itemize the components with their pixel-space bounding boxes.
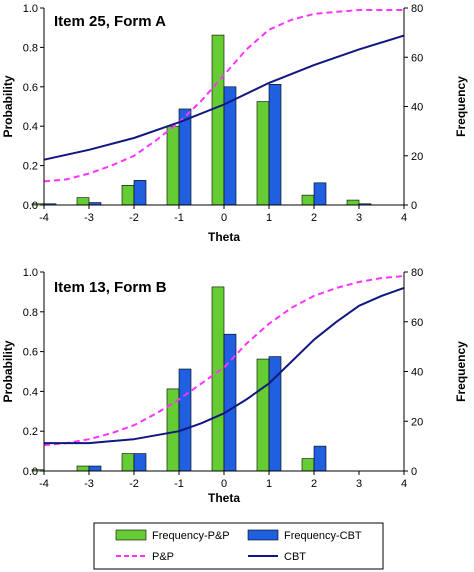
- y-tick-label-right: 40: [411, 367, 423, 379]
- bar-freq-cbt: [313, 182, 327, 206]
- line-pp: [43, 275, 405, 447]
- x-tick-label: -3: [84, 212, 94, 224]
- y-tick-label-left: 0.2: [23, 161, 38, 173]
- y-tick-label-left: 1.0: [23, 3, 38, 15]
- y-tick-label-left: 0.2: [23, 426, 38, 438]
- line-cbt: [44, 286, 405, 445]
- x-tick-label: 2: [311, 478, 317, 490]
- x-tick-label: -1: [174, 212, 184, 224]
- line-cbt: [43, 34, 405, 161]
- y-tick-label-right: 20: [411, 151, 423, 163]
- y-tick-label-left: 1.0: [23, 267, 38, 279]
- bar-freq-pp: [301, 194, 315, 206]
- chart-title: Item 25, Form A: [54, 13, 166, 30]
- y-tick-label-right: 80: [411, 3, 423, 15]
- y-tick-label-left: 0.8: [23, 307, 38, 319]
- x-tick-label: 0: [221, 478, 227, 490]
- x-tick-label: 1: [266, 212, 272, 224]
- x-tick-label: 4: [401, 478, 407, 490]
- bar-freq-pp: [346, 199, 360, 206]
- legend-label-freq-cbt: Frequency-CBT: [284, 530, 362, 542]
- bar-freq-pp: [166, 125, 180, 206]
- chart-panel-item25: Theta Probability Frequency -4 -3 -2 -1 0 1 2 3…: [1, 3, 468, 244]
- x-tick-label: 0: [221, 212, 227, 224]
- x-tick-label: 3: [356, 212, 362, 224]
- x-tick-label: 3: [356, 478, 362, 490]
- bar-freq-cbt: [178, 368, 192, 472]
- y-tick-label-left: 0.4: [23, 386, 38, 398]
- legend-swatch-freq-pp: [115, 529, 147, 541]
- bar-freq-pp: [256, 358, 270, 472]
- y-tick-label-right: 60: [411, 317, 423, 329]
- x-tick-label: -2: [129, 478, 139, 490]
- x-tick-label: -4: [39, 212, 49, 224]
- bar-freq-cbt: [268, 84, 282, 206]
- y-tick-label-right: 40: [411, 102, 423, 114]
- bar-freq-pp: [256, 101, 270, 206]
- y-tick-label-left: 0.6: [23, 347, 38, 359]
- y-axis-label-right: Frequency: [454, 341, 468, 402]
- y-axis-label-left: Probability: [1, 340, 15, 402]
- x-axis-label: Theta: [208, 230, 240, 244]
- legend: Frequency-P&P Frequency-CBT P&P CBT: [93, 522, 384, 570]
- x-tick-label: -4: [39, 478, 49, 490]
- y-tick-label-left: 0.0: [23, 466, 38, 478]
- y-tick-label-left: 0.0: [23, 200, 38, 212]
- line-pp: [43, 9, 404, 183]
- bar-freq-pp: [121, 185, 135, 206]
- chart-panel-item13: Theta Probability Frequency -4 -3 -2 -1 0 1 2 3…: [1, 267, 468, 505]
- bar-freq-cbt: [133, 453, 147, 472]
- bar-freq-cbt: [88, 465, 102, 472]
- bar-freq-pp: [76, 465, 90, 472]
- x-tick-label: -1: [174, 478, 184, 490]
- y-tick-label-right: 20: [411, 416, 423, 428]
- y-axis-label-left: Probability: [1, 75, 15, 137]
- y-tick-label-right: 0: [411, 200, 417, 212]
- chart-title: Item 13, Form B: [54, 279, 167, 296]
- y-tick-label-left: 0.6: [23, 82, 38, 94]
- legend-label-pp: P&P: [152, 551, 174, 563]
- bar-freq-pp: [301, 458, 315, 472]
- y-tick-label-left: 0.4: [23, 121, 38, 133]
- bar-freq-pp: [211, 34, 225, 206]
- y-tick-label-right: 0: [411, 466, 417, 478]
- x-tick-label: 2: [311, 212, 317, 224]
- x-tick-label: 4: [401, 212, 407, 224]
- legend-swatch-freq-cbt: [247, 529, 279, 541]
- bar-freq-cbt: [133, 180, 147, 206]
- y-axis-label-right: Frequency: [454, 76, 468, 137]
- x-tick-label: 1: [266, 478, 272, 490]
- legend-label-cbt: CBT: [284, 551, 306, 563]
- bar-freq-pp: [121, 453, 135, 472]
- bar-freq-cbt: [313, 445, 327, 472]
- bar-freq-cbt: [178, 108, 192, 206]
- bar-freq-pp: [211, 286, 225, 472]
- y-tick-label-left: 0.8: [23, 42, 38, 54]
- bar-freq-pp: [76, 197, 90, 206]
- bar-freq-cbt: [223, 333, 237, 472]
- legend-label-freq-pp: Frequency-P&P: [152, 530, 230, 542]
- x-tick-label: -2: [129, 212, 139, 224]
- y-tick-label-right: 60: [411, 52, 423, 64]
- y-tick-label-right: 80: [411, 267, 423, 279]
- x-axis-label: Theta: [208, 491, 240, 505]
- x-tick-label: -3: [84, 478, 94, 490]
